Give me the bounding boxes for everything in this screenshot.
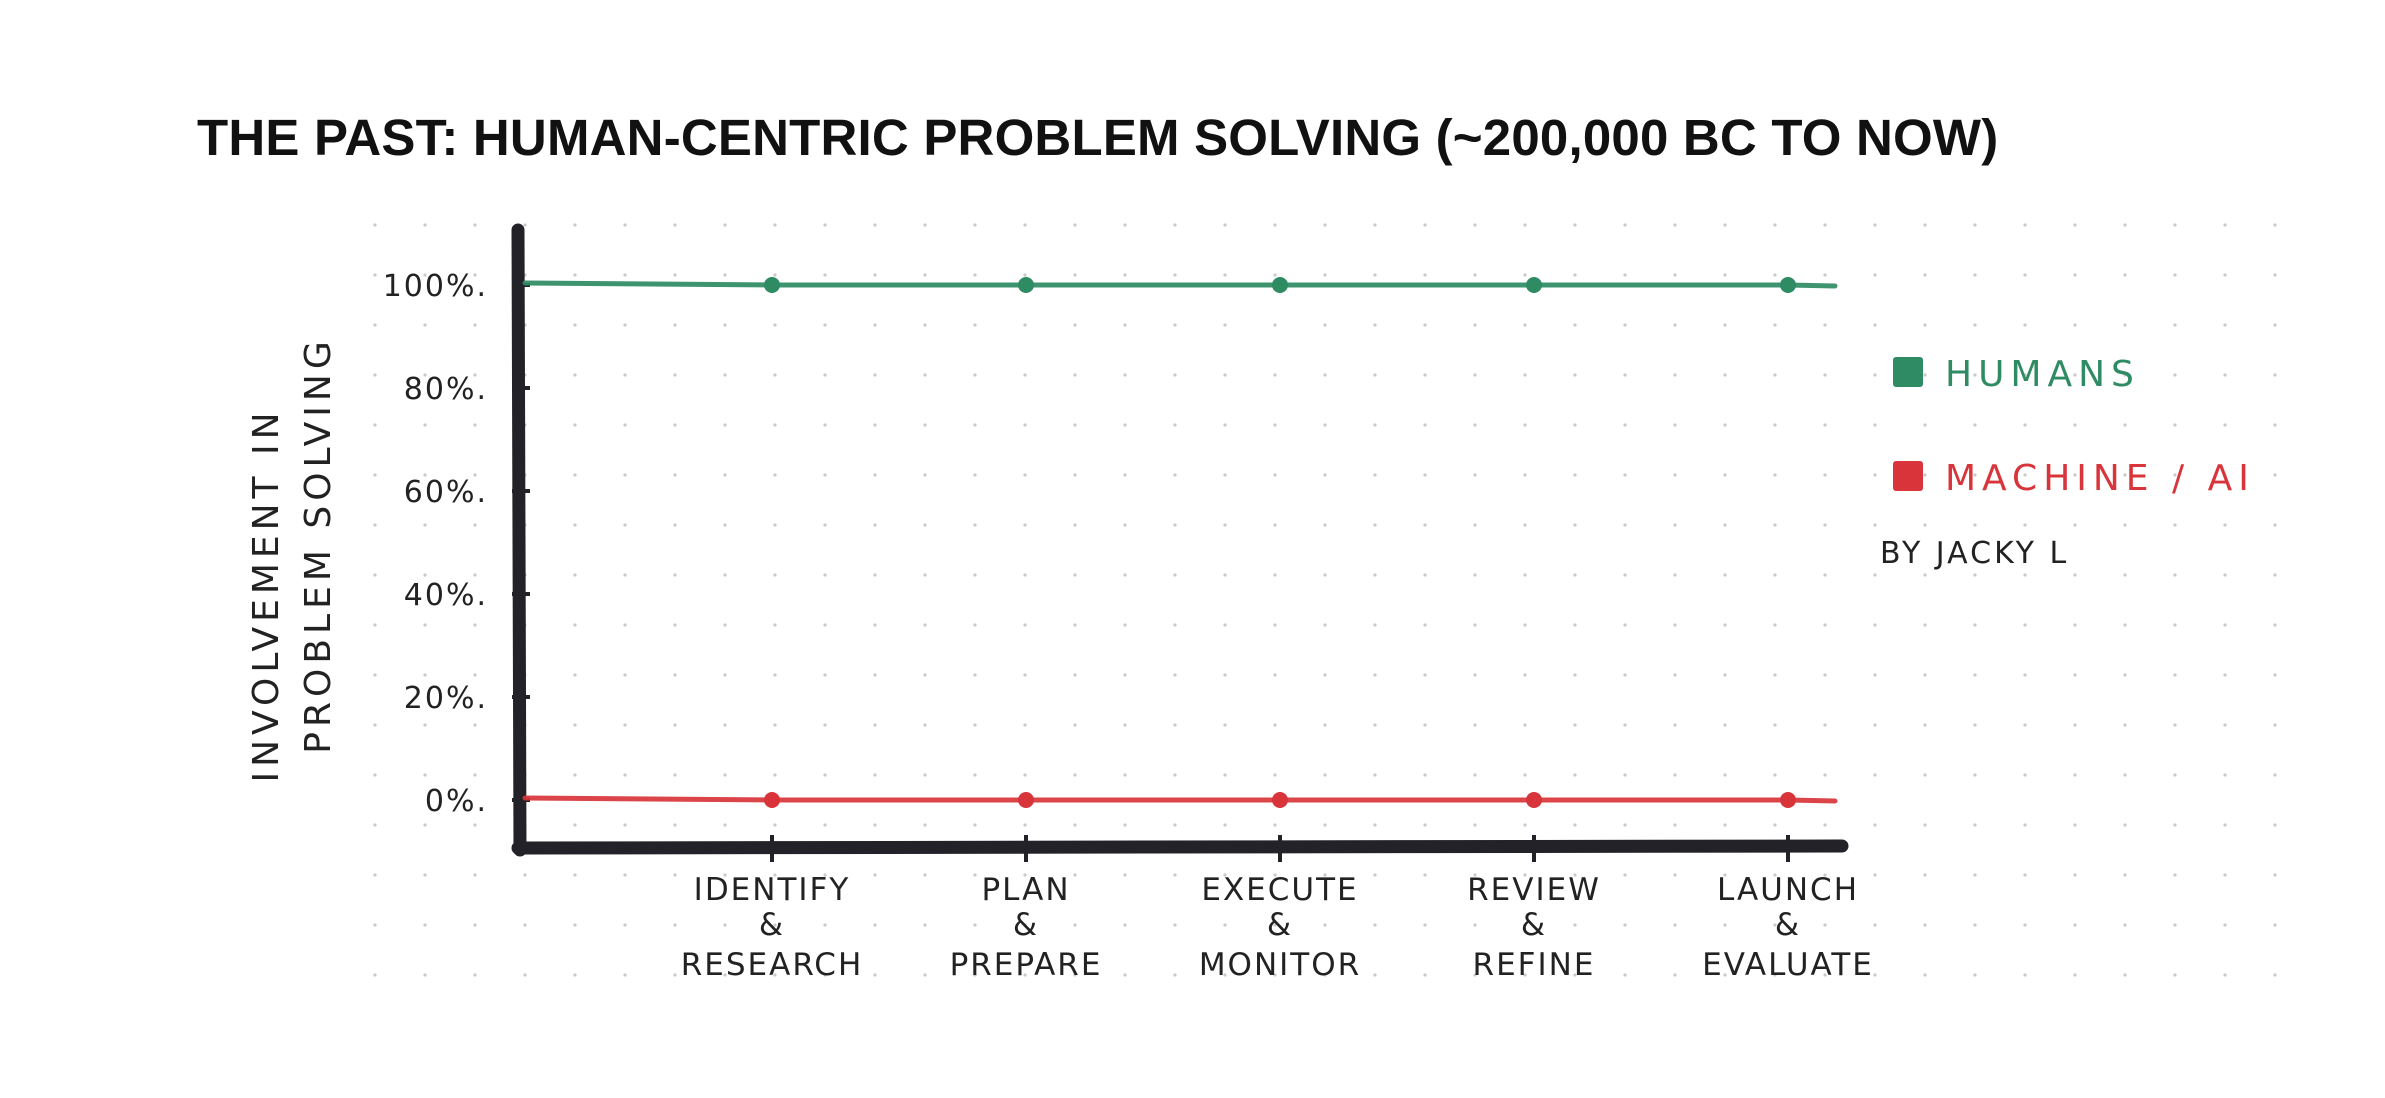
legend: HUMANS MACHINE / AI [1893, 354, 2255, 499]
legend-label: HUMANS [1945, 354, 2140, 395]
data-point [764, 277, 780, 293]
x-tick-label-line2: & [759, 907, 785, 943]
data-point [764, 792, 780, 808]
legend-label: MACHINE / AI [1945, 458, 2255, 499]
data-point [1526, 277, 1542, 293]
series-line-0 [522, 280, 1838, 289]
data-point [1018, 792, 1034, 808]
y-tick-label: 40%. [404, 578, 488, 613]
x-tick-label-line1: LAUNCH [1717, 872, 1859, 908]
chart-title: THE PAST: HUMAN-CENTRIC PROBLEM SOLVING … [197, 109, 1999, 166]
data-point [1272, 792, 1288, 808]
y-tick-label: 100%. [383, 269, 488, 304]
y-tick-label: 20%. [404, 681, 488, 716]
x-tick-label-line2: & [1775, 907, 1801, 943]
x-axis-line [511, 839, 1849, 855]
x-tick-label-line3: EVALUATE [1702, 947, 1874, 983]
x-tick-label-line3: MONITOR [1199, 947, 1361, 983]
data-point [1272, 277, 1288, 293]
y-axis-label: INVOLVEMENT IN PROBLEM SOLVING [246, 336, 339, 782]
x-tick-label-line3: REFINE [1473, 947, 1596, 983]
dot-grid-background [330, 220, 2290, 1020]
x-tick-label-line1: EXECUTE [1201, 872, 1358, 908]
x-tick-label-line2: & [1267, 907, 1293, 943]
data-point [1526, 792, 1542, 808]
series-layer [522, 277, 1838, 808]
series-line-1 [522, 795, 1838, 804]
x-tick-label-line2: & [1521, 907, 1547, 943]
y-axis-label-line2: PROBLEM SOLVING [298, 336, 339, 753]
y-axis-ticks: 100%. 80%. 60%. 40%. 20%. 0%. [383, 269, 530, 819]
x-tick-label-line2: & [1013, 907, 1039, 943]
legend-swatch [1893, 461, 1923, 491]
credit-text: BY JACKY L [1880, 536, 2069, 571]
x-tick-label-line3: PREPARE [950, 947, 1103, 983]
y-tick-label: 60%. [404, 475, 488, 510]
data-point [1018, 277, 1034, 293]
y-tick-label: 0%. [425, 784, 488, 819]
data-point [1780, 792, 1796, 808]
x-tick-label-line3: RESEARCH [681, 947, 864, 983]
y-axis-label-line1: INVOLVEMENT IN [246, 407, 287, 782]
x-tick-label-line1: PLAN [981, 872, 1070, 908]
x-axis-ticks: IDENTIFY&RESEARCHPLAN&PREPAREEXECUTE&MON… [681, 835, 1874, 983]
data-point [1780, 277, 1796, 293]
legend-swatch [1893, 357, 1923, 387]
y-axis-line [511, 223, 527, 857]
x-tick-label-line1: REVIEW [1467, 872, 1601, 908]
y-tick-label: 80%. [404, 372, 488, 407]
x-tick-label-line1: IDENTIFY [694, 872, 851, 908]
